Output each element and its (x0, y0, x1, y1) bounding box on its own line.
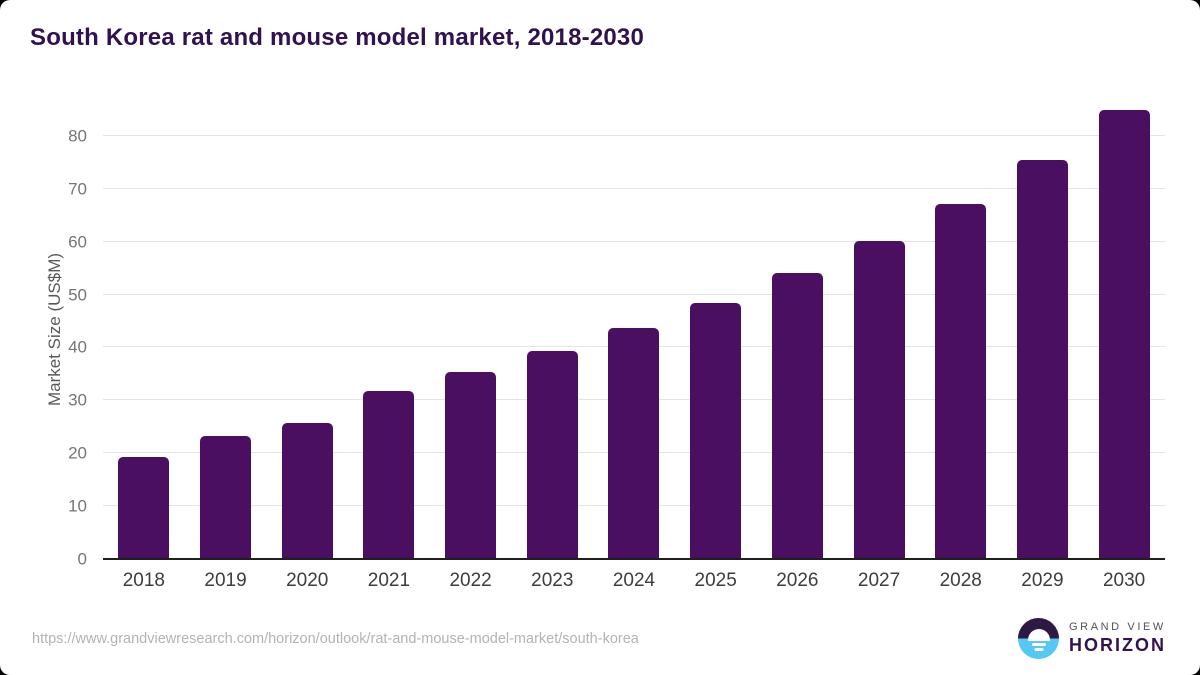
bar-slot (430, 100, 512, 559)
bar-slot (1083, 100, 1165, 559)
bar-slot (675, 100, 757, 559)
bar-slot (920, 100, 1002, 559)
bar-slot (266, 100, 348, 559)
bar-2024 (608, 328, 660, 559)
bar-2021 (363, 390, 415, 559)
bar-2027 (853, 240, 905, 559)
reflection-line (1034, 648, 1043, 651)
y-tick-label: 0 (77, 549, 87, 569)
bar-slot (348, 100, 430, 559)
x-tick-label: 2019 (204, 570, 247, 591)
x-axis-tick-labels: 2018 2019 2020 2021 2022 2023 2024 2025 2026 2027… (103, 570, 1165, 592)
x-tick-label: 2026 (776, 570, 819, 591)
bar-slot (103, 100, 185, 559)
x-tick-label: 2024 (612, 570, 656, 591)
x-tick-label: 2018 (122, 570, 165, 591)
bar-series (103, 100, 1165, 559)
x-tick-label: 2027 (857, 570, 901, 591)
sun-dome-shape (1027, 629, 1050, 641)
grand-view-horizon-logo: GRAND VIEW HORIZON (1018, 618, 1166, 659)
x-tick-label: 2025 (694, 570, 737, 591)
bar-2025 (690, 302, 742, 559)
bar-2023 (526, 351, 578, 559)
y-tick-label: 20 (68, 443, 87, 463)
bar-slot (593, 100, 675, 559)
x-tick-label: 2028 (939, 570, 982, 591)
bar-slot (1002, 100, 1084, 559)
y-tick-label: 10 (68, 496, 87, 516)
gridline (103, 187, 1165, 189)
logo-grand-view-text: GRAND VIEW (1069, 621, 1166, 633)
x-axis-line (103, 558, 1165, 560)
logo-horizon-text: HORIZON (1069, 635, 1166, 655)
bar-2029 (1016, 160, 1068, 559)
bar-2022 (445, 371, 497, 559)
y-tick-label: 40 (68, 337, 87, 357)
y-tick-label: 60 (68, 232, 87, 252)
y-tick-label: 30 (68, 390, 87, 410)
y-tick-label: 50 (68, 285, 87, 305)
y-axis-title: Market Size (US$M) (45, 252, 64, 407)
bar-2030 (1098, 110, 1150, 559)
x-tick-label: 2021 (367, 570, 411, 591)
bar-slot (838, 100, 920, 559)
x-tick-label: 2020 (286, 570, 329, 591)
y-tick-label: 70 (68, 179, 87, 199)
bar-2026 (771, 273, 823, 559)
gridline (103, 293, 1165, 295)
horizon-sun-icon (1018, 618, 1059, 659)
x-tick-label: 2023 (531, 570, 574, 591)
bar-2020 (281, 423, 333, 559)
chart-title: South Korea rat and mouse model market, … (30, 24, 645, 51)
bar-2019 (200, 436, 252, 559)
gridline (103, 134, 1165, 136)
bar-slot (511, 100, 593, 559)
reflection-line (1031, 643, 1046, 646)
gridline (103, 240, 1165, 242)
x-tick-label: 2022 (449, 570, 492, 591)
bar-2028 (935, 204, 987, 559)
bar-slot (185, 100, 267, 559)
bar-slot (757, 100, 839, 559)
y-tick-label: 80 (68, 126, 87, 146)
source-url: https://www.grandviewresearch.com/horizo… (32, 631, 639, 647)
bar-2018 (118, 457, 170, 559)
logo-text: GRAND VIEW HORIZON (1069, 621, 1166, 656)
plot-area: 0 10 20 30 40 50 60 70 80 (68, 100, 1165, 568)
x-tick-label: 2030 (1102, 570, 1146, 591)
x-tick-label: 2029 (1021, 570, 1064, 591)
